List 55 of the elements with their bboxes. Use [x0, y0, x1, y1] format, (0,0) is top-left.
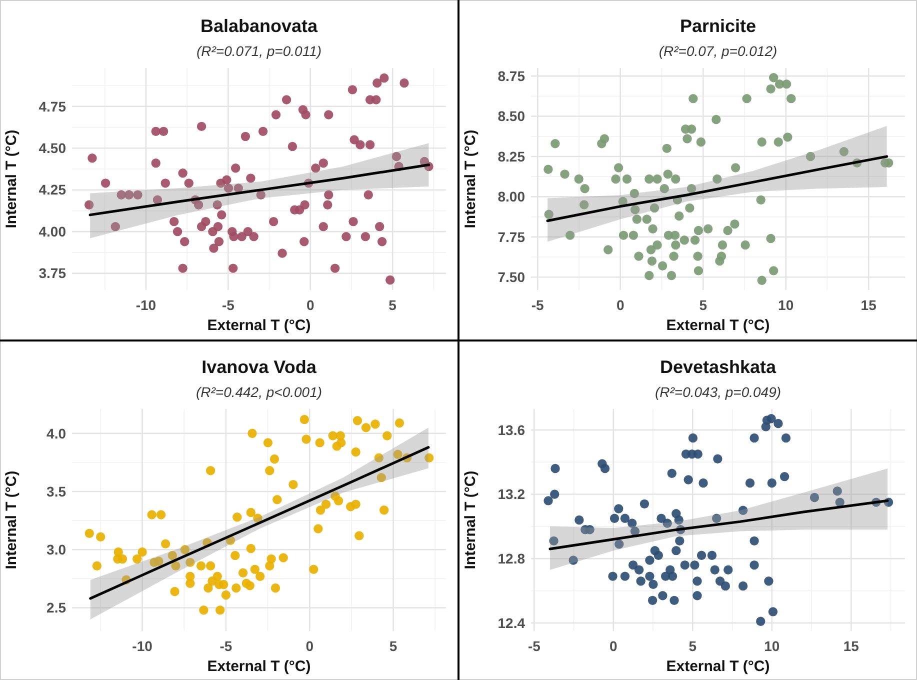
x-tick-label: -5	[531, 297, 544, 313]
y-axis-title: Internal T (°C)	[462, 470, 479, 570]
y-tick-label: 8.25	[498, 148, 526, 164]
y-tick-label: 13.2	[498, 486, 526, 502]
chart-subtitle: (R²=0.071, p=0.011)	[196, 43, 322, 59]
y-tick-label: 8.50	[498, 108, 526, 124]
x-axis-title: External T (°C)	[666, 658, 770, 675]
chart-subtitle: (R²=0.442, p<0.001)	[196, 384, 322, 400]
x-tick-label: 15	[860, 297, 877, 313]
y-tick-label: 8.00	[498, 188, 526, 205]
y-tick-label: 4.25	[38, 182, 66, 198]
x-tick-label: 5	[688, 638, 697, 654]
y-axis-title: Internal T (°C)	[3, 470, 20, 570]
line-series	[546, 155, 888, 222]
x-tick-label: 0	[306, 297, 314, 313]
x-tick-label: 5	[389, 638, 398, 654]
x-tick-label: 5	[388, 297, 397, 313]
x-tick-label: 15	[843, 638, 860, 654]
x-tick-label: 0	[306, 638, 314, 654]
y-tick-label: 7.75	[498, 228, 526, 245]
y-tick-label: 4.75	[38, 98, 66, 114]
y-tick-label: 2.5	[46, 600, 66, 616]
y-axis-title: Internal T (°C)	[462, 130, 479, 228]
chart-title: Balabanovata	[200, 16, 319, 36]
y-tick-label: 13.6	[498, 422, 526, 438]
chart-subtitle: (R²=0.043, p=0.049)	[654, 384, 782, 400]
y-tick-label: 8.75	[498, 68, 526, 84]
y-tick-label: 3.5	[46, 483, 66, 500]
x-axis-title: External T (°C)	[207, 317, 311, 334]
x-tick-label: 10	[764, 638, 780, 654]
y-tick-label: 12.4	[498, 614, 526, 631]
line-series	[89, 446, 430, 600]
y-axis-title: Internal T (°C)	[3, 130, 20, 228]
x-tick-label: 0	[616, 297, 624, 313]
x-tick-label: 10	[778, 297, 794, 313]
chart-title: Parnicite	[680, 16, 756, 36]
x-axis-title: External T (°C)	[207, 658, 311, 675]
x-tick-label: -10	[136, 297, 156, 313]
x-tick-label: -5	[528, 638, 541, 654]
y-tick-label: 3.0	[46, 542, 66, 558]
x-tick-label: -5	[220, 638, 232, 654]
y-tick-label: 4.00	[38, 223, 66, 240]
y-tick-label: 3.75	[38, 265, 66, 282]
y-tick-label: 7.50	[498, 269, 526, 286]
x-tick-label: -5	[222, 297, 235, 313]
y-tick-label: 4.0	[46, 425, 66, 442]
y-tick-label: 4.50	[38, 140, 66, 156]
x-axis-title: External T (°C)	[666, 317, 770, 334]
chart-title: Devetashkata	[660, 357, 778, 377]
chart-subtitle: (R²=0.07, p=0.012)	[658, 43, 778, 59]
x-tick-label: -10	[132, 638, 153, 654]
y-tick-label: 12.8	[498, 550, 526, 567]
chart-title: Ivanova Voda	[202, 357, 318, 377]
x-tick-label: 0	[610, 638, 618, 654]
x-tick-label: 5	[699, 297, 708, 313]
